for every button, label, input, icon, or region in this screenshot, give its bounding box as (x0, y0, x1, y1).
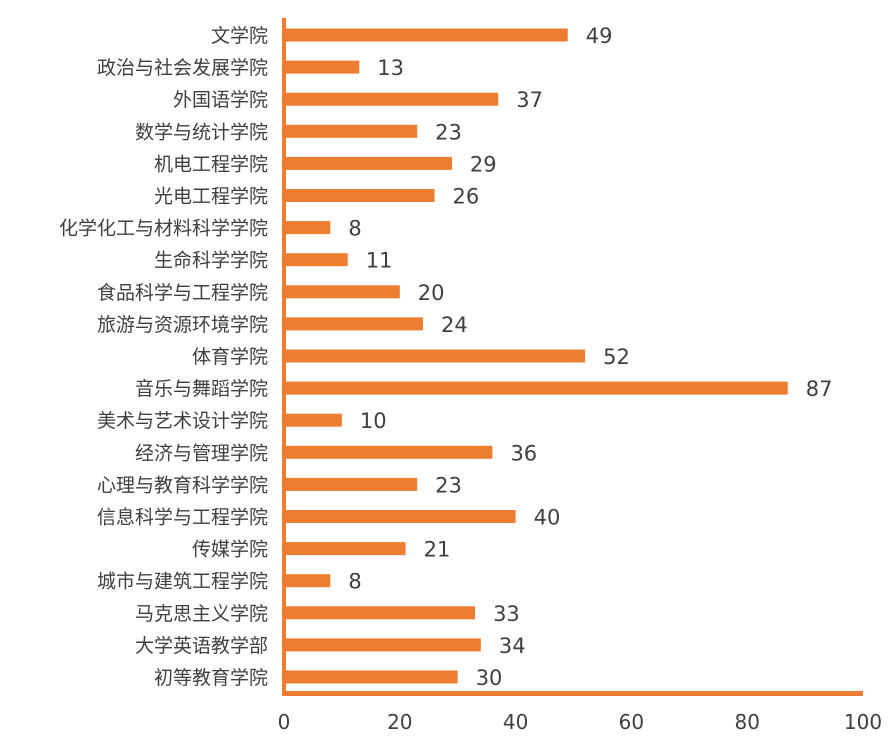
x-tick-label: 100 (844, 710, 882, 734)
bar (284, 189, 435, 202)
x-axis-line (282, 691, 863, 696)
data-label: 11 (366, 249, 393, 273)
data-label: 30 (476, 666, 503, 690)
category-label: 政治与社会发展学院 (97, 57, 268, 79)
bar (284, 606, 476, 620)
data-label: 20 (418, 281, 445, 305)
bar (284, 413, 342, 427)
x-tick-label: 0 (278, 710, 291, 734)
data-label: 52 (603, 345, 630, 369)
category-label: 初等教育学院 (154, 667, 268, 689)
bar (284, 381, 788, 395)
bar (284, 124, 418, 138)
category-label: 城市与建筑工程学院 (97, 571, 268, 593)
bar (284, 285, 400, 299)
bar (284, 92, 499, 106)
data-label: 24 (441, 313, 468, 337)
category-label: 信息科学与工程学院 (97, 507, 268, 529)
bar (284, 638, 481, 652)
data-label: 87 (806, 377, 833, 401)
bar (284, 510, 516, 523)
data-label: 10 (360, 409, 387, 433)
bar (284, 317, 423, 331)
data-label: 13 (377, 56, 404, 80)
bar (284, 445, 493, 459)
category-label: 体育学院 (192, 346, 268, 368)
data-label: 8 (348, 217, 361, 241)
bar (284, 574, 331, 588)
category-label: 马克思主义学院 (135, 603, 268, 625)
category-label: 生命科学学院 (154, 250, 268, 272)
x-tick-label: 60 (619, 710, 644, 734)
category-label: 化学化工与材料科学学院 (59, 218, 268, 240)
bar (284, 253, 348, 267)
bar (284, 156, 452, 170)
category-label: 音乐与舞蹈学院 (135, 378, 268, 400)
data-label: 23 (435, 120, 462, 144)
bar (284, 221, 331, 235)
data-label: 49 (586, 24, 613, 48)
x-tick-label: 40 (503, 710, 528, 734)
data-label: 8 (348, 570, 361, 594)
category-label: 经济与管理学院 (135, 442, 268, 464)
data-label: 21 (424, 538, 451, 562)
category-label: 传媒学院 (192, 539, 268, 561)
category-label: 大学英语教学部 (135, 635, 268, 657)
x-tick-label: 20 (387, 710, 412, 734)
category-label: 食品科学与工程学院 (97, 282, 268, 304)
bar (284, 477, 418, 491)
data-label: 37 (516, 88, 543, 112)
y-axis-line (282, 18, 286, 694)
category-label: 心理与教育科学学院 (97, 474, 268, 496)
data-label: 26 (453, 185, 480, 209)
category-label: 旅游与资源环境学院 (97, 314, 268, 336)
bar (284, 60, 360, 74)
bar (284, 542, 406, 556)
data-label: 29 (470, 152, 497, 176)
category-label: 美术与艺术设计学院 (97, 410, 268, 432)
category-label: 光电工程学院 (154, 186, 268, 208)
category-label: 数学与统计学院 (135, 121, 268, 143)
bar (284, 670, 458, 684)
data-label: 36 (510, 441, 537, 465)
x-tick-label: 80 (734, 710, 759, 734)
bar (284, 28, 568, 42)
category-label: 外国语学院 (173, 89, 268, 111)
data-label: 40 (534, 506, 561, 530)
data-label: 23 (435, 473, 462, 497)
bar (284, 349, 586, 363)
category-label: 文学院 (211, 25, 268, 47)
data-label: 34 (499, 634, 526, 658)
data-label: 33 (493, 602, 520, 626)
category-label: 机电工程学院 (154, 153, 268, 175)
